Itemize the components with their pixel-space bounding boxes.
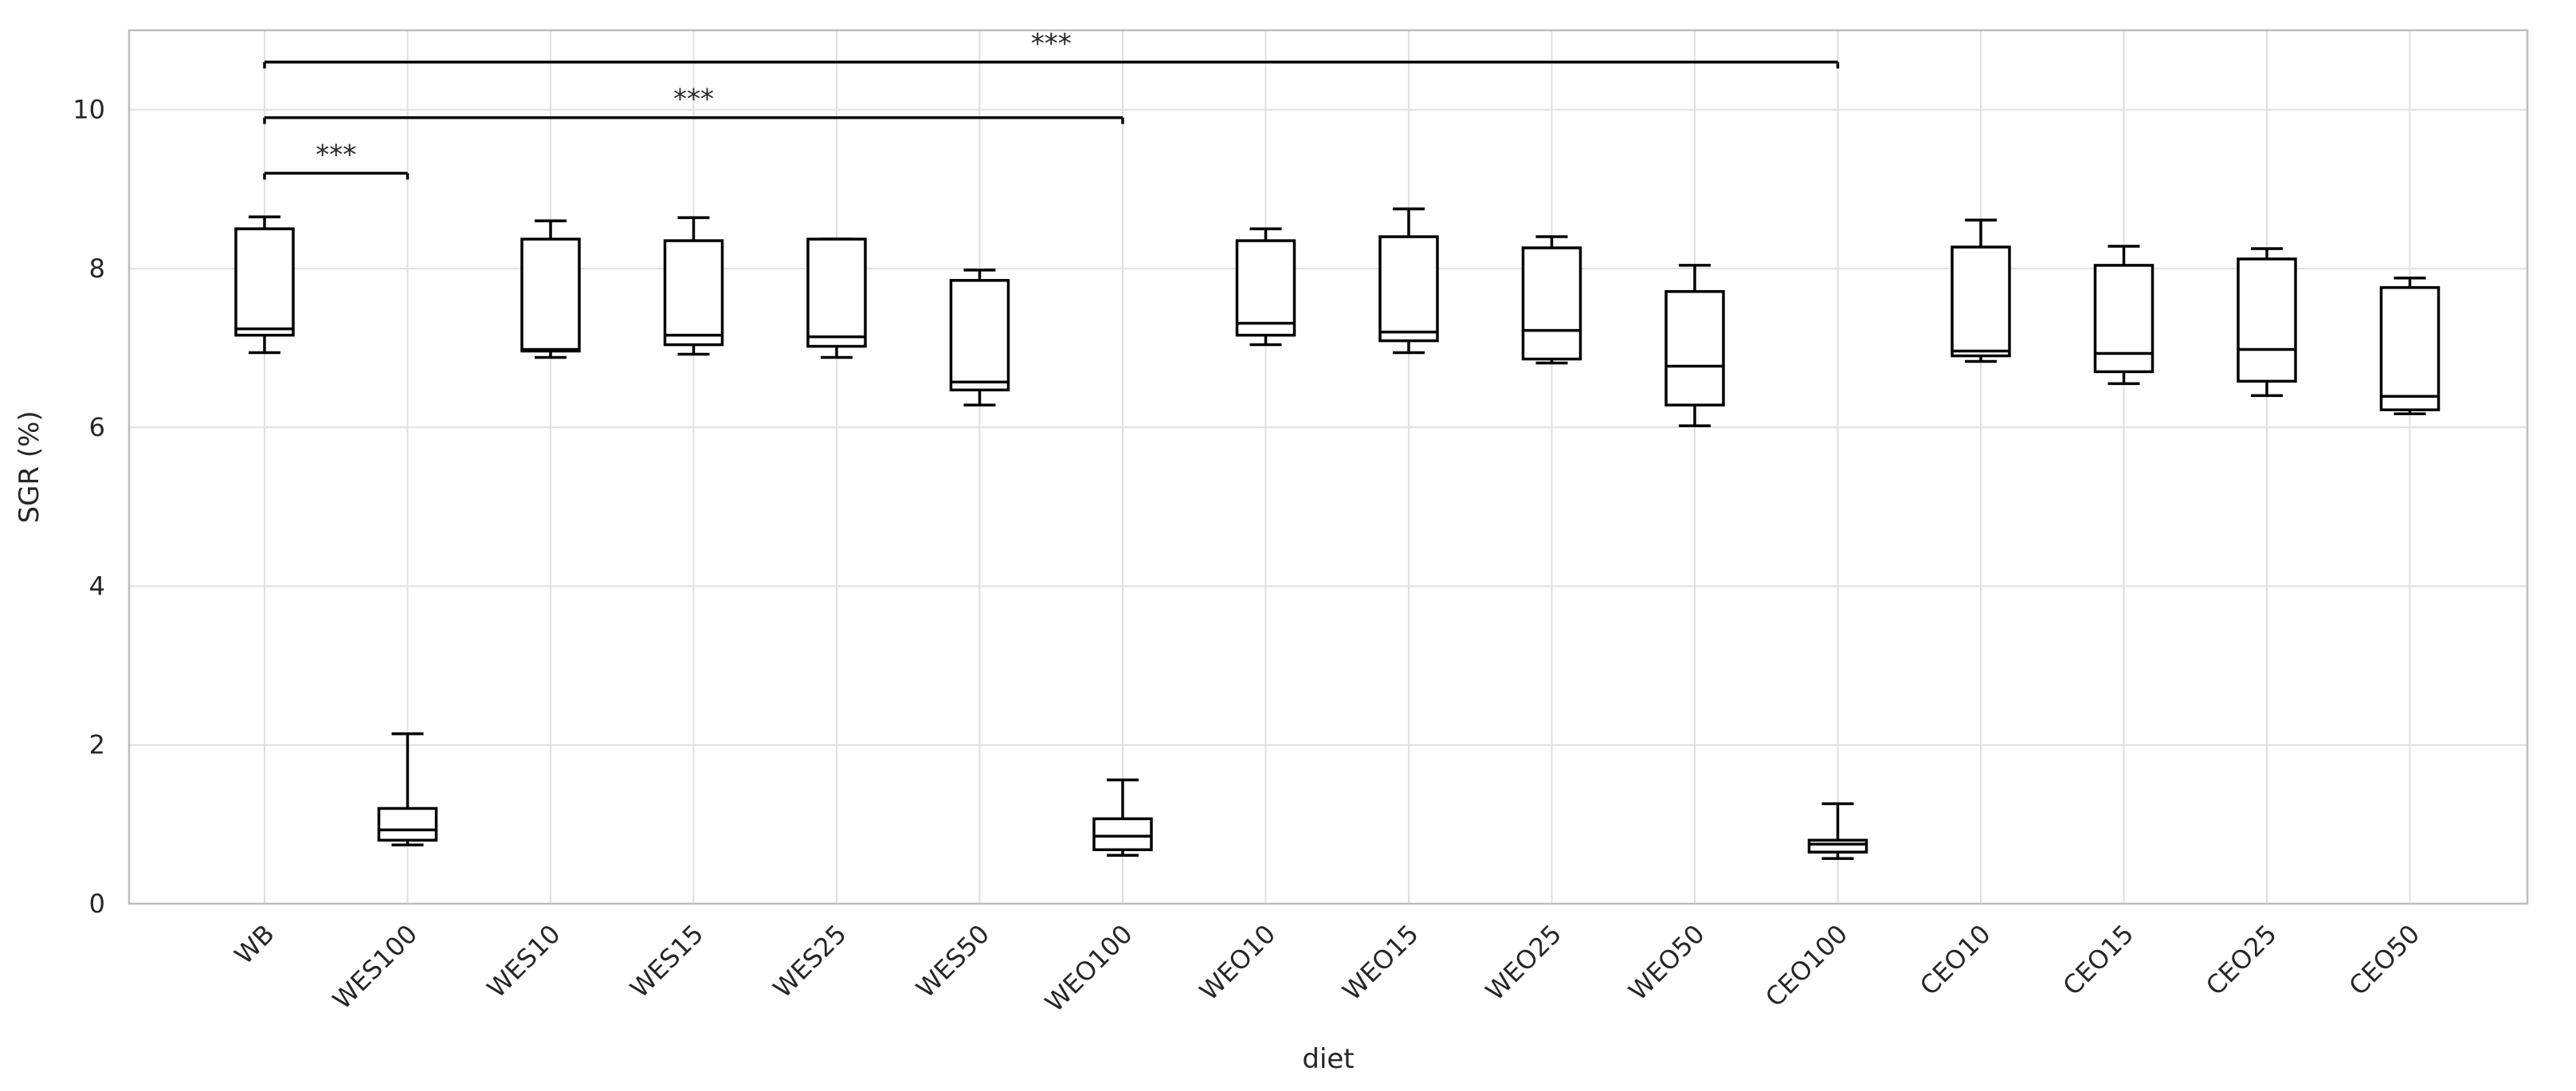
box-wes15 <box>663 216 724 356</box>
box-ceo15 <box>2093 245 2155 386</box>
box-iqr <box>949 279 1010 392</box>
box-iqr <box>663 239 724 347</box>
box-weo100 <box>1092 778 1153 857</box>
box-wes10 <box>520 219 581 359</box>
y-tick-label: 0 <box>89 889 105 919</box>
box-iqr <box>234 227 295 337</box>
box-iqr <box>1378 235 1439 343</box>
significance-bracket: *** <box>263 28 1840 69</box>
significance-label: *** <box>316 139 356 171</box>
box-wes100 <box>377 732 438 847</box>
box-iqr <box>2379 286 2441 412</box>
grid-layer <box>129 30 2527 905</box>
box-ceo25 <box>2237 247 2297 398</box>
plot-frame <box>127 29 2529 905</box>
box-iqr <box>2093 264 2155 374</box>
annotation-layer: *** *** *** <box>263 28 1840 180</box>
box-layer <box>234 207 2441 860</box>
box-iqr <box>1951 245 2011 358</box>
box-wb <box>234 215 295 355</box>
box-iqr <box>1807 838 1868 854</box>
x-axis-label: diet <box>1302 1043 1354 1075</box>
box-iqr <box>520 237 581 353</box>
box-iqr <box>806 237 867 348</box>
box-iqr <box>1235 239 1296 337</box>
box-iqr <box>377 806 438 842</box>
box-weo10 <box>1235 227 1296 347</box>
y-tick-label: 6 <box>89 412 105 442</box>
box-iqr <box>2237 257 2297 383</box>
box-ceo50 <box>2379 277 2441 415</box>
y-axis-label: SGR (%) <box>14 410 45 523</box>
significance-bracket: *** <box>263 84 1124 124</box>
y-tick-label: 4 <box>89 571 105 601</box>
box-ceo100 <box>1807 802 1868 860</box>
box-ceo10 <box>1951 218 2011 363</box>
y-tick-label: 10 <box>73 95 105 125</box>
significance-label: *** <box>673 84 714 116</box>
y-tick-label: 8 <box>89 253 105 284</box>
box-iqr <box>1664 290 1725 407</box>
box-iqr <box>1092 817 1153 851</box>
significance-label: *** <box>1031 28 1072 60</box>
box-iqr <box>1521 246 1582 361</box>
box-weo50 <box>1664 264 1725 427</box>
box-weo15 <box>1378 207 1439 355</box>
significance-bracket: *** <box>263 139 410 180</box>
box-wes25 <box>806 237 867 359</box>
box-weo25 <box>1521 235 1582 365</box>
y-tick-label: 2 <box>89 730 105 760</box>
y-tick-labels: 0 2 4 6 8 10 <box>73 95 105 919</box>
box-wes50 <box>949 269 1010 407</box>
